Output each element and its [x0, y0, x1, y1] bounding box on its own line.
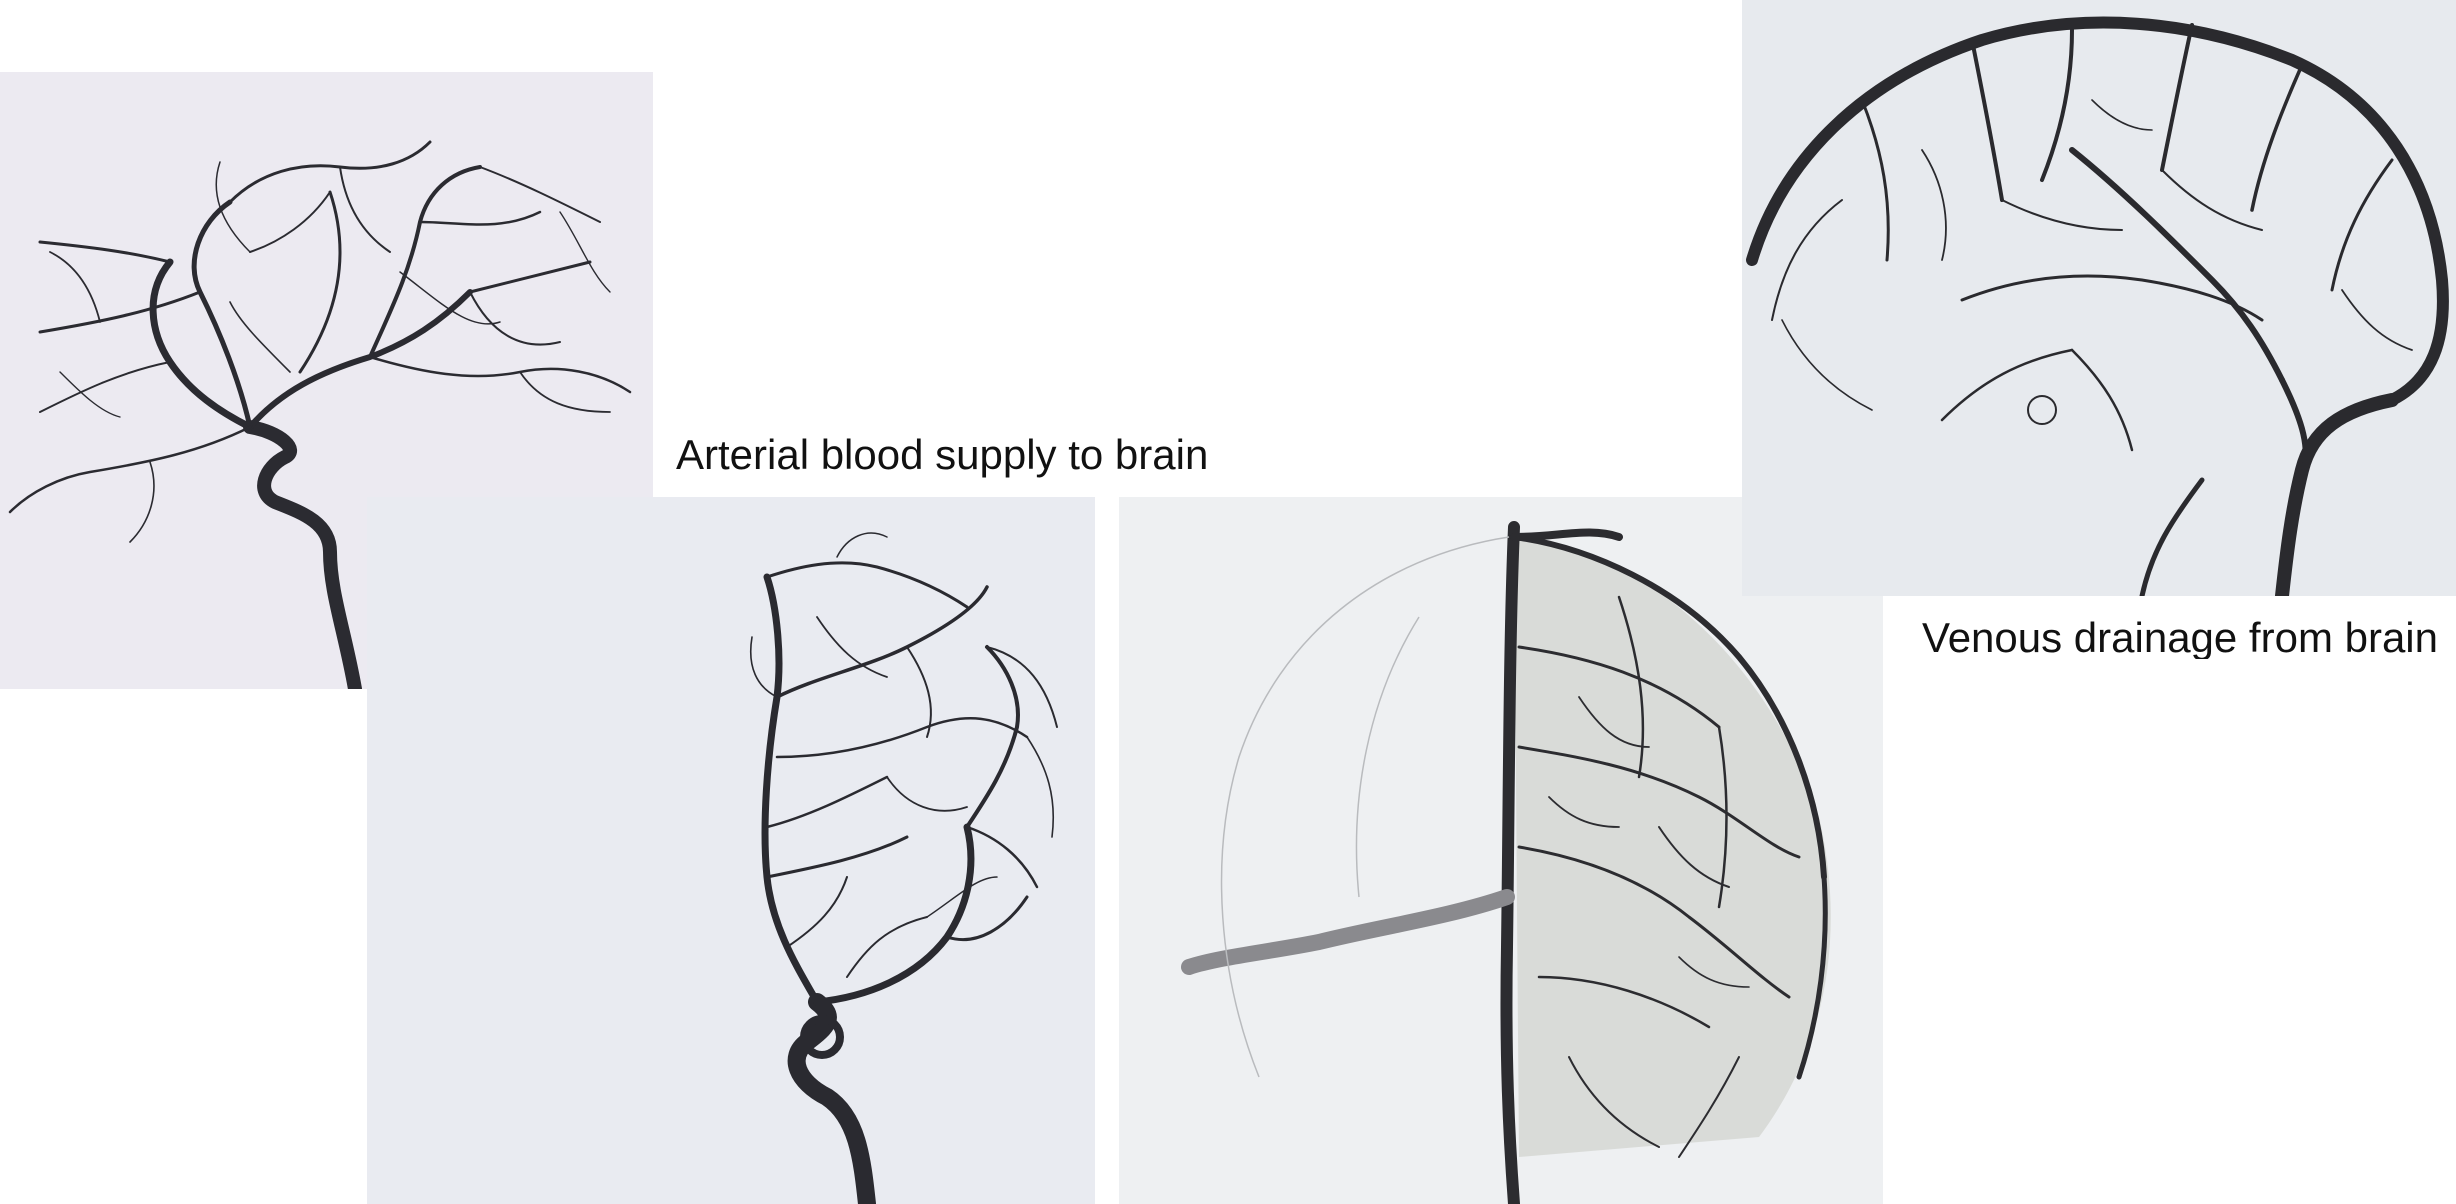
venous-angiogram-frontal: [1119, 497, 1883, 1204]
arterial-caption: Arterial blood supply to brain: [676, 434, 1208, 476]
venous-frontal-vessels: [1119, 497, 1883, 1204]
venous-angiogram-lateral: [1742, 0, 2456, 596]
venous-lateral-vessels: [1742, 0, 2456, 596]
arterial-frontal-vessels: [367, 497, 1095, 1204]
arterial-angiogram-frontal: [367, 497, 1095, 1204]
venous-caption: Venous drainage from brain: [1922, 617, 2456, 659]
